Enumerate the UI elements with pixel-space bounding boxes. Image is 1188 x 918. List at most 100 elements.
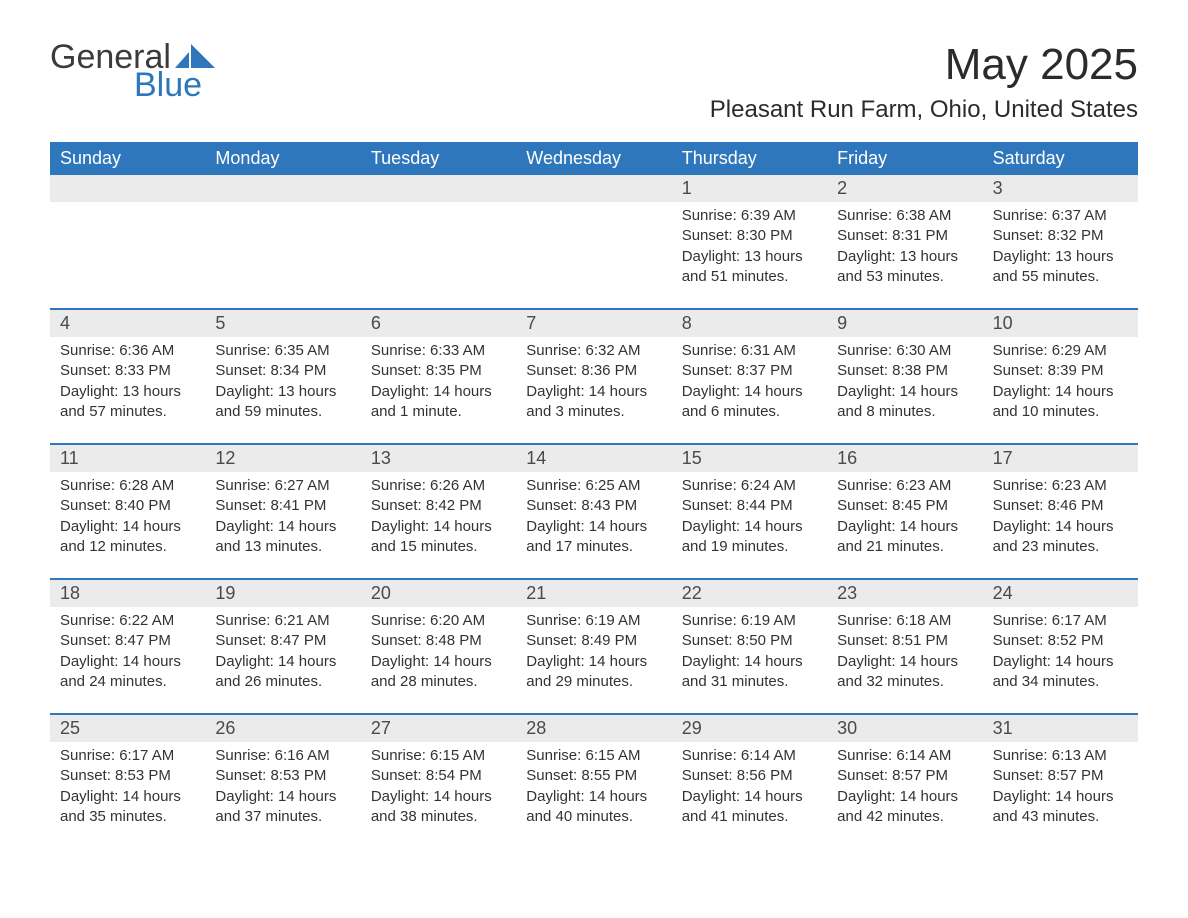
daylight-text: and 28 minutes. [371, 672, 506, 692]
day-cell: Sunrise: 6:27 AMSunset: 8:41 PMDaylight:… [205, 472, 360, 564]
daylight-text: and 37 minutes. [215, 807, 350, 827]
sunrise-text: Sunrise: 6:17 AM [60, 746, 195, 766]
sunset-text: Sunset: 8:41 PM [215, 496, 350, 516]
sunset-text: Sunset: 8:51 PM [837, 631, 972, 651]
calendar-page: General Blue May 2025 Pleasant Run Farm,… [0, 0, 1188, 864]
daylight-text: and 17 minutes. [526, 537, 661, 557]
calendar: Sunday Monday Tuesday Wednesday Thursday… [50, 142, 1138, 834]
daylight-text: and 59 minutes. [215, 402, 350, 422]
day-number: 14 [516, 445, 671, 472]
daylight-text: Daylight: 14 hours [837, 787, 972, 807]
sunrise-text: Sunrise: 6:24 AM [682, 476, 817, 496]
day-number: 31 [983, 715, 1138, 742]
day-cell: Sunrise: 6:21 AMSunset: 8:47 PMDaylight:… [205, 607, 360, 699]
day-cell: Sunrise: 6:25 AMSunset: 8:43 PMDaylight:… [516, 472, 671, 564]
sunset-text: Sunset: 8:48 PM [371, 631, 506, 651]
daylight-text: Daylight: 14 hours [526, 652, 661, 672]
day-cell: Sunrise: 6:37 AMSunset: 8:32 PMDaylight:… [983, 202, 1138, 294]
location: Pleasant Run Farm, Ohio, United States [710, 96, 1138, 124]
sunrise-text: Sunrise: 6:19 AM [526, 611, 661, 631]
daylight-text: and 12 minutes. [60, 537, 195, 557]
daynum-row: 18192021222324 [50, 580, 1138, 607]
day-number: 4 [50, 310, 205, 337]
sunrise-text: Sunrise: 6:25 AM [526, 476, 661, 496]
sunset-text: Sunset: 8:46 PM [993, 496, 1128, 516]
daylight-text: Daylight: 14 hours [993, 517, 1128, 537]
day-number: 20 [361, 580, 516, 607]
day-cell [516, 202, 671, 294]
day-cell: Sunrise: 6:29 AMSunset: 8:39 PMDaylight:… [983, 337, 1138, 429]
day-number [205, 175, 360, 202]
sunset-text: Sunset: 8:50 PM [682, 631, 817, 651]
day-number: 6 [361, 310, 516, 337]
sunset-text: Sunset: 8:30 PM [682, 226, 817, 246]
daylight-text: Daylight: 14 hours [993, 382, 1128, 402]
day-cell: Sunrise: 6:14 AMSunset: 8:57 PMDaylight:… [827, 742, 982, 834]
sunrise-text: Sunrise: 6:20 AM [371, 611, 506, 631]
sunset-text: Sunset: 8:44 PM [682, 496, 817, 516]
daylight-text: and 40 minutes. [526, 807, 661, 827]
sunrise-text: Sunrise: 6:33 AM [371, 341, 506, 361]
day-cell: Sunrise: 6:38 AMSunset: 8:31 PMDaylight:… [827, 202, 982, 294]
daylight-text: Daylight: 14 hours [682, 652, 817, 672]
sunrise-text: Sunrise: 6:23 AM [837, 476, 972, 496]
day-cell: Sunrise: 6:18 AMSunset: 8:51 PMDaylight:… [827, 607, 982, 699]
day-cell [361, 202, 516, 294]
sunset-text: Sunset: 8:31 PM [837, 226, 972, 246]
sunrise-text: Sunrise: 6:26 AM [371, 476, 506, 496]
sunset-text: Sunset: 8:34 PM [215, 361, 350, 381]
daylight-text: Daylight: 14 hours [371, 787, 506, 807]
header: General Blue May 2025 Pleasant Run Farm,… [50, 40, 1138, 124]
daylight-text: and 35 minutes. [60, 807, 195, 827]
month-title: May 2025 [710, 40, 1138, 90]
day-cell: Sunrise: 6:30 AMSunset: 8:38 PMDaylight:… [827, 337, 982, 429]
daylight-text: Daylight: 14 hours [837, 652, 972, 672]
daylight-text: Daylight: 14 hours [60, 517, 195, 537]
day-cell: Sunrise: 6:13 AMSunset: 8:57 PMDaylight:… [983, 742, 1138, 834]
daybody-row: Sunrise: 6:28 AMSunset: 8:40 PMDaylight:… [50, 472, 1138, 564]
daylight-text: Daylight: 14 hours [526, 517, 661, 537]
week-row: 11121314151617Sunrise: 6:28 AMSunset: 8:… [50, 443, 1138, 564]
weekday-header: Friday [827, 142, 982, 175]
sunset-text: Sunset: 8:56 PM [682, 766, 817, 786]
day-number [516, 175, 671, 202]
daybody-row: Sunrise: 6:17 AMSunset: 8:53 PMDaylight:… [50, 742, 1138, 834]
daybody-row: Sunrise: 6:39 AMSunset: 8:30 PMDaylight:… [50, 202, 1138, 294]
sunset-text: Sunset: 8:57 PM [837, 766, 972, 786]
day-cell: Sunrise: 6:14 AMSunset: 8:56 PMDaylight:… [672, 742, 827, 834]
daylight-text: Daylight: 14 hours [371, 652, 506, 672]
sunrise-text: Sunrise: 6:32 AM [526, 341, 661, 361]
day-cell: Sunrise: 6:22 AMSunset: 8:47 PMDaylight:… [50, 607, 205, 699]
daylight-text: Daylight: 13 hours [60, 382, 195, 402]
daylight-text: Daylight: 14 hours [837, 517, 972, 537]
sunset-text: Sunset: 8:53 PM [215, 766, 350, 786]
day-number: 21 [516, 580, 671, 607]
day-number: 2 [827, 175, 982, 202]
sunrise-text: Sunrise: 6:30 AM [837, 341, 972, 361]
day-number: 11 [50, 445, 205, 472]
daylight-text: and 31 minutes. [682, 672, 817, 692]
day-cell: Sunrise: 6:39 AMSunset: 8:30 PMDaylight:… [672, 202, 827, 294]
week-row: 45678910Sunrise: 6:36 AMSunset: 8:33 PMD… [50, 308, 1138, 429]
day-cell: Sunrise: 6:28 AMSunset: 8:40 PMDaylight:… [50, 472, 205, 564]
sunset-text: Sunset: 8:43 PM [526, 496, 661, 516]
day-number: 10 [983, 310, 1138, 337]
day-number: 1 [672, 175, 827, 202]
day-cell: Sunrise: 6:17 AMSunset: 8:53 PMDaylight:… [50, 742, 205, 834]
day-number: 19 [205, 580, 360, 607]
day-number [361, 175, 516, 202]
weekday-header: Thursday [672, 142, 827, 175]
daynum-row: 123 [50, 175, 1138, 202]
weekday-header-row: Sunday Monday Tuesday Wednesday Thursday… [50, 142, 1138, 175]
sunset-text: Sunset: 8:53 PM [60, 766, 195, 786]
sunrise-text: Sunrise: 6:35 AM [215, 341, 350, 361]
daylight-text: and 24 minutes. [60, 672, 195, 692]
sunrise-text: Sunrise: 6:31 AM [682, 341, 817, 361]
daylight-text: and 29 minutes. [526, 672, 661, 692]
sunrise-text: Sunrise: 6:36 AM [60, 341, 195, 361]
day-cell [50, 202, 205, 294]
sunset-text: Sunset: 8:32 PM [993, 226, 1128, 246]
day-number: 26 [205, 715, 360, 742]
day-cell: Sunrise: 6:15 AMSunset: 8:54 PMDaylight:… [361, 742, 516, 834]
daylight-text: Daylight: 14 hours [215, 787, 350, 807]
